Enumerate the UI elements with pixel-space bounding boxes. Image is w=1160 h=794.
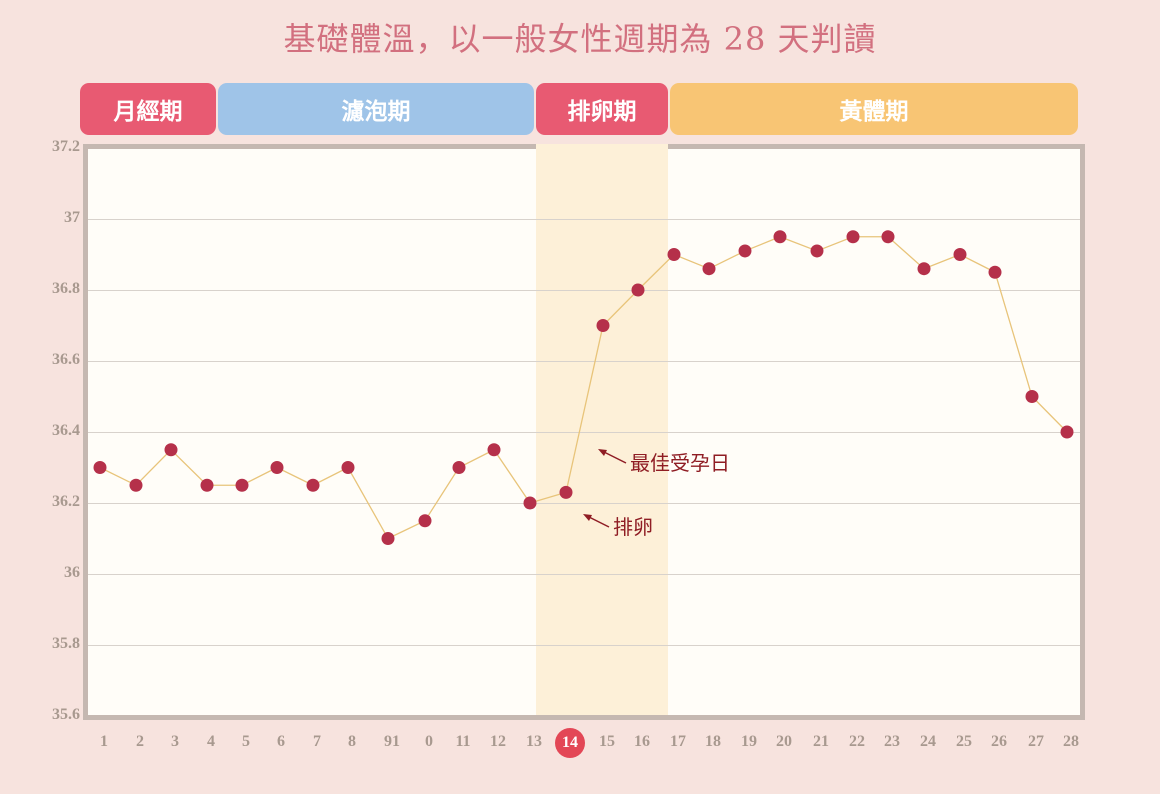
gridline [88,290,1080,291]
x-tick-label: 8 [348,733,356,750]
gridline [88,574,1080,575]
x-tick-label: 23 [884,733,900,750]
x-tick-label: 25 [956,733,972,750]
x-tick-label-highlighted: 14 [555,728,585,758]
gridline [88,432,1080,433]
x-tick-label: 17 [670,733,686,750]
data-point [164,443,178,457]
x-tick-label: 18 [705,733,721,750]
data-point [129,478,143,492]
arrow-icon [598,449,627,464]
y-tick-label: 36.4 [52,422,80,439]
x-tick-label: 91 [384,733,400,750]
data-point [702,262,716,276]
data-point [559,485,573,499]
x-tick-label: 7 [313,733,321,750]
data-point [452,461,466,474]
phase-luteal: 黃體期 [670,83,1078,135]
x-tick-label: 20 [776,733,792,750]
data-point [738,244,752,258]
phase-follicular: 濾泡期 [218,83,534,135]
y-tick-label: 36.2 [52,493,80,510]
y-tick-label: 35.6 [52,706,80,723]
x-tick-label: 0 [425,733,433,750]
data-point [988,265,1002,279]
annotation-best-conception-day: 最佳受孕日 [630,451,730,475]
phase-ovulation: 排卵期 [536,83,668,135]
data-point [306,478,320,492]
data-point [523,496,537,510]
annotation-ovulation: 排卵 [613,515,653,539]
x-tick-label: 21 [813,733,829,750]
x-tick-label: 19 [741,733,757,750]
chart-title: 基礎體溫，以一般女性週期為 28 天判讀 [283,20,877,58]
data-point [381,532,395,545]
arrow-icon [583,514,610,528]
x-tick-label: 3 [171,733,179,750]
x-tick-label: 1 [100,733,108,750]
data-point [200,478,214,492]
y-tick-label: 36.6 [52,351,80,368]
data-point [1060,425,1074,439]
x-tick-label: 5 [242,733,250,750]
series-line [99,236,1068,540]
x-tick-label: 13 [526,733,542,750]
x-tick-label: 11 [455,733,471,750]
data-point [596,319,610,332]
data-point [881,230,895,244]
x-tick-label: 24 [920,733,936,750]
x-tick-label: 2 [136,733,144,750]
x-tick-label: 6 [277,733,285,750]
data-point [667,248,681,261]
gridline [88,503,1080,504]
data-point [810,244,824,258]
gridline [88,219,1080,220]
y-tick-label: 37 [64,209,80,226]
x-tick-label: 22 [849,733,865,750]
data-point [773,230,787,244]
x-tick-label: 12 [490,733,506,750]
y-tick-label: 35.8 [52,635,80,652]
ovulation-window-band [536,144,668,715]
data-point [418,514,432,528]
gridline [88,645,1080,646]
data-point [846,230,860,244]
y-tick-label: 36 [64,564,80,581]
data-point [631,283,645,297]
data-point [93,461,107,474]
x-tick-label: 26 [991,733,1007,750]
x-tick-label: 4 [207,733,215,750]
x-tick-label: 27 [1028,733,1044,750]
data-point [953,248,967,261]
data-point [1025,390,1039,403]
data-point [917,262,931,276]
y-tick-label: 37.2 [52,138,80,155]
x-tick-label: 28 [1063,733,1079,750]
data-point [487,443,501,457]
x-tick-label: 16 [634,733,650,750]
data-point [341,461,355,474]
gridline [88,361,1080,362]
phase-menstrual: 月經期 [80,83,216,135]
x-tick-label: 15 [599,733,615,750]
data-point [235,478,249,492]
data-point [270,461,284,474]
y-tick-label: 36.8 [52,280,80,297]
